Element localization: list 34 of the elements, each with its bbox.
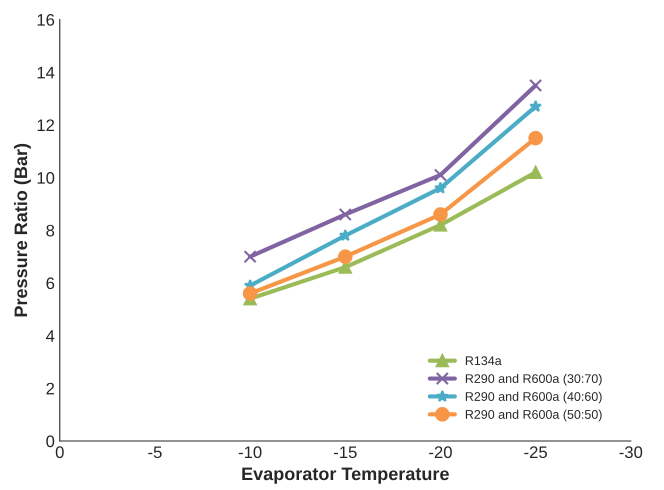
y-axis-title: Pressure Ratio (Bar) — [14, 144, 31, 316]
x-tick-label: -5 — [148, 446, 162, 458]
point — [338, 208, 352, 222]
point — [434, 182, 447, 194]
point — [529, 100, 542, 112]
y-tick-label: 8 — [46, 224, 54, 237]
legend-label: R134a — [466, 356, 502, 366]
x-tick-label: 0 — [56, 446, 64, 458]
y-tick-label: 12 — [38, 119, 54, 131]
point — [244, 250, 257, 264]
x-tick-label: -15 — [334, 446, 357, 458]
y-tick-label: 2 — [46, 382, 54, 394]
x-axis-title: Evaporator Temperature — [242, 468, 449, 484]
legend-label: R290 and R600a (30:70) — [466, 374, 602, 386]
y-tick-label: 16 — [38, 14, 54, 26]
y-tick-label: 14 — [38, 66, 54, 78]
point — [242, 286, 258, 301]
legend-label: R290 and R600a (50:50) — [466, 410, 602, 422]
point — [433, 207, 448, 222]
y-tick-label: 0 — [46, 435, 54, 448]
point — [338, 249, 353, 264]
x-tick-label: -10 — [238, 446, 262, 458]
x-tick-label: -30 — [619, 446, 642, 458]
x-tick-label: -25 — [524, 446, 547, 458]
y-tick-label: 10 — [38, 172, 54, 184]
point — [434, 168, 448, 182]
y-tick-label: 6 — [46, 277, 54, 290]
point — [529, 166, 542, 179]
point — [338, 228, 352, 242]
point — [528, 130, 543, 146]
y-tick-label: 4 — [46, 330, 54, 342]
x-tick-label: -20 — [429, 446, 452, 458]
legend-label: R290 and R600a (40:60) — [466, 392, 602, 404]
point — [529, 78, 542, 92]
